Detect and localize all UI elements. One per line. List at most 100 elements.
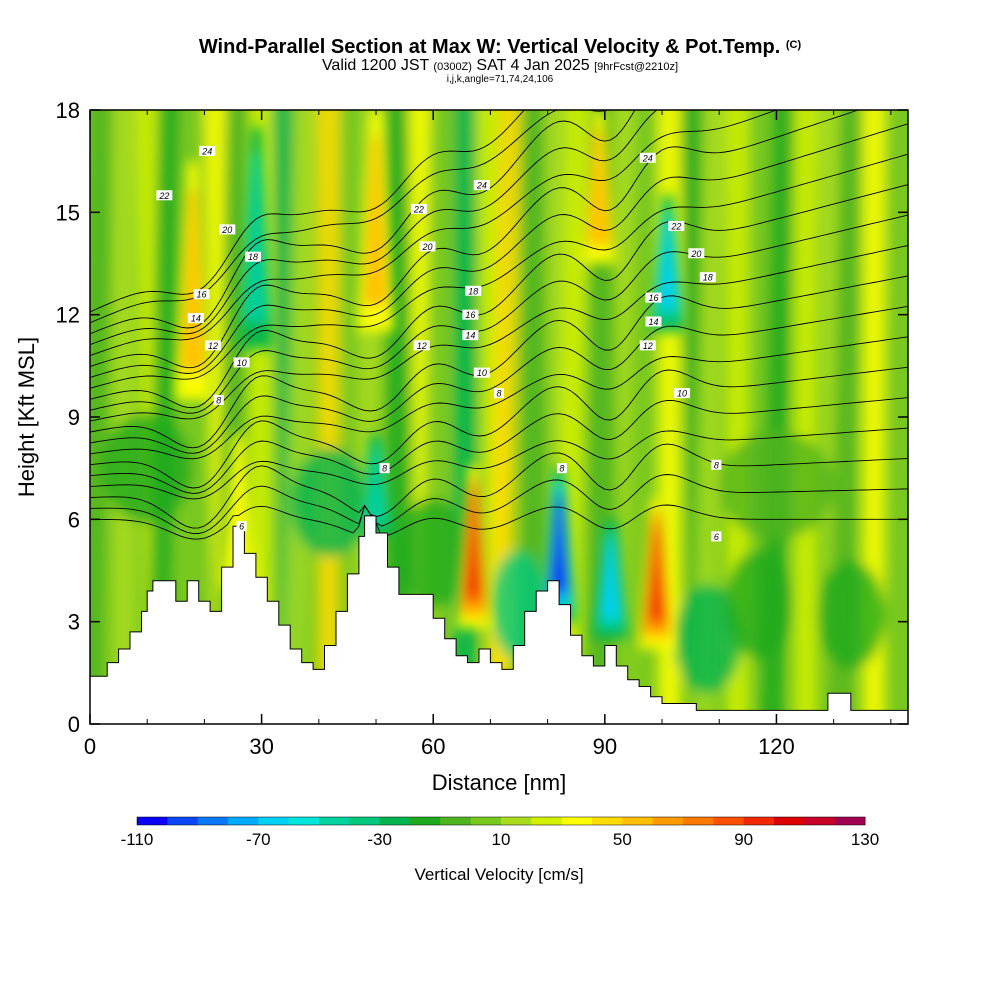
downdraft-core bbox=[592, 519, 629, 639]
updraft-core bbox=[455, 464, 492, 629]
updraft-core bbox=[220, 434, 257, 588]
colorbar-swatch bbox=[349, 817, 381, 825]
contour-label: 8 bbox=[379, 463, 390, 474]
contour-label-text: 16 bbox=[197, 290, 207, 300]
colorbar-swatch bbox=[652, 817, 684, 825]
updraft-core bbox=[174, 161, 211, 400]
colorbar-swatch bbox=[258, 817, 290, 825]
colorbar-tick-label: -110 bbox=[121, 830, 154, 849]
colorbar-tick-label: 90 bbox=[734, 830, 753, 849]
grid-indices: i,j,k,angle=71,74,24,106 bbox=[446, 74, 554, 85]
contour-label-text: 18 bbox=[248, 252, 258, 262]
field-band bbox=[692, 110, 726, 724]
contour-label-text: 24 bbox=[201, 146, 212, 156]
contour-label-bg bbox=[699, 272, 716, 283]
colorbar-swatch bbox=[379, 817, 411, 825]
contour-label: 16 bbox=[645, 292, 662, 303]
pot-temp-contour bbox=[90, 474, 908, 535]
downdraft-core-level bbox=[551, 501, 567, 589]
pot-temp-contour bbox=[90, 214, 908, 414]
contour-label: 10 bbox=[674, 388, 691, 399]
contour-label-text: 10 bbox=[477, 368, 487, 378]
contour-label: 14 bbox=[187, 313, 204, 324]
pot-temp-contour bbox=[90, 504, 908, 540]
contour-label-text: 20 bbox=[221, 225, 232, 235]
contour-label: 18 bbox=[245, 251, 262, 262]
valid-prefix: Valid 1200 JST bbox=[321, 57, 429, 74]
contour-label: 16 bbox=[462, 309, 479, 320]
colorbar: -110 -70 -30 10 50 90 130 bbox=[121, 816, 879, 849]
contour-label-text: 12 bbox=[417, 341, 427, 351]
contour-label: 6 bbox=[236, 521, 247, 532]
contour-label-bg bbox=[233, 357, 250, 368]
contour-label-text: 14 bbox=[648, 317, 658, 327]
contour-label-text: 16 bbox=[465, 310, 475, 320]
contour-label-bg bbox=[639, 340, 656, 351]
contour-label: 12 bbox=[204, 340, 221, 351]
contour-label: 22 bbox=[410, 203, 427, 214]
x-tick-label: 60 bbox=[421, 734, 445, 759]
field-patch bbox=[398, 498, 468, 609]
updraft-core-level bbox=[220, 434, 257, 588]
colorbar-swatch bbox=[713, 817, 745, 825]
contour-label-bg bbox=[674, 388, 691, 399]
contour-label-text: 12 bbox=[643, 341, 653, 351]
x-tick-label: 0 bbox=[84, 734, 96, 759]
contour-label: 10 bbox=[233, 357, 250, 368]
colorbar-swatch bbox=[622, 817, 654, 825]
y-axis-label: Height [Kft MSL] bbox=[14, 337, 39, 497]
contour-label: 24 bbox=[199, 145, 216, 156]
colorbar-swatch bbox=[197, 817, 229, 825]
chart-title-text: Wind-Parallel Section at Max W: Vertical… bbox=[198, 36, 781, 58]
contour-label-bg bbox=[645, 316, 662, 327]
colorbar-tick-label: -70 bbox=[246, 830, 271, 849]
contour-label-text: 8 bbox=[496, 389, 501, 399]
field-band bbox=[317, 110, 340, 724]
contour-label: 20 bbox=[219, 224, 236, 235]
downdraft-core bbox=[237, 127, 274, 349]
forecast-info: [9hrFcst@2210z] bbox=[594, 61, 679, 73]
colorbar-tick-label: 10 bbox=[492, 830, 511, 849]
field-patch bbox=[673, 584, 743, 694]
pot-temp-contour bbox=[90, 110, 860, 369]
colorbar-swatch bbox=[501, 817, 532, 825]
contour-label-text: 20 bbox=[421, 242, 432, 252]
contour-label-bg bbox=[462, 330, 479, 341]
contour-label: 10 bbox=[473, 367, 490, 378]
contour-label-bg bbox=[193, 289, 210, 300]
field-band bbox=[453, 110, 477, 724]
contour-label-text: 6 bbox=[714, 532, 719, 542]
field-patch bbox=[101, 413, 193, 523]
contour-label: 18 bbox=[699, 272, 716, 283]
colorbar-swatch bbox=[470, 817, 502, 825]
colorbar-swatch bbox=[834, 817, 866, 825]
contour-label-bg bbox=[494, 388, 504, 399]
contour-label-text: 18 bbox=[703, 273, 713, 283]
field-band bbox=[794, 110, 818, 724]
pot-temp-contour bbox=[90, 153, 908, 389]
x-tick-label: 120 bbox=[758, 734, 795, 759]
contour-label-bg bbox=[156, 190, 173, 201]
contour-label: 14 bbox=[645, 316, 662, 327]
contour-label-text: 10 bbox=[237, 358, 247, 368]
terrain bbox=[90, 515, 908, 724]
contour-label: 22 bbox=[668, 220, 685, 231]
pot-temp-contour bbox=[90, 184, 908, 409]
valid-time-line: Valid 1200 JST (0300Z) SAT 4 Jan 2025 [9… bbox=[0, 58, 1000, 75]
contour-label-text: 8 bbox=[216, 395, 221, 405]
contour-label-text: 14 bbox=[191, 314, 201, 324]
colorbar-tick-label: 50 bbox=[613, 830, 632, 849]
contour-label-bg bbox=[711, 459, 722, 470]
contour-label-bg bbox=[413, 340, 430, 351]
contour-label-bg bbox=[639, 152, 656, 163]
y-tick-label: 12 bbox=[56, 303, 80, 328]
contour-label-bg bbox=[645, 292, 662, 303]
pot-temp-contour bbox=[90, 427, 908, 500]
contour-label-bg bbox=[410, 203, 427, 214]
downdraft-core bbox=[541, 468, 578, 622]
contour-label-text: 24 bbox=[642, 153, 653, 163]
contour-label-bg bbox=[379, 463, 390, 474]
colorbar-swatch bbox=[804, 817, 836, 825]
contour-label-bg bbox=[688, 248, 705, 259]
downdraft-core-level bbox=[657, 218, 678, 309]
